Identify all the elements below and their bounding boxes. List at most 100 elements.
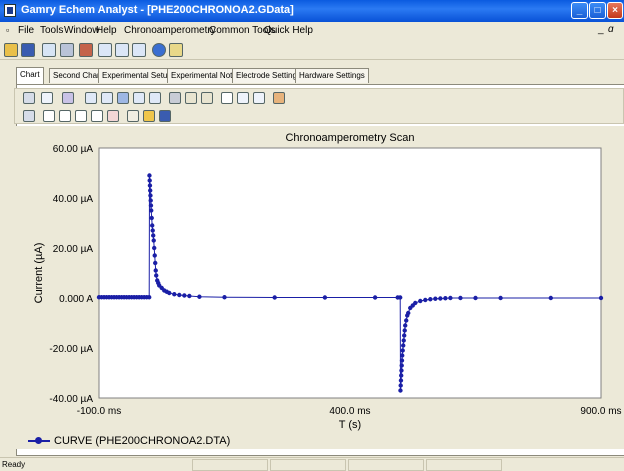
cascade-icon[interactable]: [132, 43, 146, 57]
y-axis-label: Current (µA): [33, 243, 45, 304]
y-scale-icon[interactable]: [59, 110, 71, 122]
data-point: [147, 178, 152, 183]
y-tick-label: 20.00 µA: [53, 244, 94, 255]
data-point: [428, 297, 433, 302]
data-point: [167, 290, 172, 296]
binoculars-icon[interactable]: [169, 92, 181, 104]
menu-file[interactable]: File: [18, 25, 35, 36]
app-icon[interactable]: [4, 4, 16, 17]
data-point: [149, 208, 154, 213]
x-scale-icon[interactable]: [43, 110, 55, 122]
x-tick-label: 400.0 ms: [329, 406, 370, 417]
menu-help[interactable]: Help: [96, 25, 117, 36]
data-point: [404, 318, 409, 323]
data-point: [400, 353, 405, 358]
window-title: Gamry Echem Analyst - [PHE200CHRONOA2.GD…: [21, 4, 294, 16]
minimize-button[interactable]: _: [571, 2, 588, 19]
tab-hardware-settings[interactable]: Hardware Settings: [295, 68, 369, 83]
tab-electrode-settings[interactable]: Electrode Settings: [232, 68, 305, 83]
open-folder-icon[interactable]: [4, 43, 18, 57]
chart-type-icon[interactable]: [41, 92, 53, 104]
about-icon[interactable]: [152, 43, 166, 57]
data-point: [148, 198, 153, 203]
export-icon[interactable]: [79, 43, 93, 57]
warning-icon[interactable]: [127, 110, 139, 122]
title-bar[interactable]: Gamry Echem Analyst - [PHE200CHRONOA2.GD…: [0, 0, 624, 22]
y-tick-label: 0.000 A: [59, 294, 93, 305]
save-icon[interactable]: [21, 43, 35, 57]
data-point: [399, 368, 404, 373]
data-point: [401, 338, 406, 343]
properties-icon[interactable]: [237, 92, 249, 104]
data-point: [443, 296, 448, 301]
legend-label: CURVE (PHE200CHRONOA2.DTA): [54, 435, 231, 447]
tab-experimental-setup[interactable]: Experimental Setup: [98, 68, 176, 83]
data-point: [399, 363, 404, 368]
page-setup-icon[interactable]: [101, 92, 113, 104]
tab-hardware-settings-label: Hardware Settings: [299, 71, 365, 80]
chart-icon[interactable]: [42, 43, 56, 57]
mdi-restore-icon[interactable]: ɑ: [608, 24, 614, 35]
menu-bar: ▫ File Tools Window Help Chronoamperomet…: [0, 22, 624, 40]
x-tick-label: -100.0 ms: [77, 406, 121, 417]
chart-svg[interactable]: Chronoamperometry Scan 60.00 µA 40.00 µA 20…: [14, 126, 624, 434]
data-point: [399, 373, 404, 378]
data-point: [151, 233, 156, 238]
data-point: [149, 215, 154, 221]
close-button[interactable]: ×: [607, 2, 623, 19]
page-icon[interactable]: [85, 92, 97, 104]
open-file-icon[interactable]: [143, 110, 155, 122]
marker-icon[interactable]: [107, 110, 119, 122]
data-point: [147, 173, 152, 178]
mdi-doc-icon[interactable]: ▫: [6, 25, 10, 35]
tools-icon[interactable]: [273, 92, 285, 104]
close-icon: ×: [612, 5, 618, 16]
tab-experimental-setup-label: Experimental Setup: [102, 71, 172, 80]
x-axis-label: T (s): [339, 419, 361, 431]
color-icon[interactable]: [62, 92, 74, 104]
data-point: [152, 253, 157, 258]
menu-quick-help[interactable]: Quick Help: [264, 25, 313, 36]
data-point: [401, 343, 406, 348]
data-point: [150, 223, 155, 228]
menu-common-tools[interactable]: Common Tools: [209, 25, 276, 36]
menu-window[interactable]: Window: [64, 25, 100, 36]
tab-chart-label: Chart: [20, 70, 40, 79]
mdi-minimize-icon[interactable]: _: [598, 24, 604, 35]
data-point: [153, 268, 158, 273]
tile-horizontal-icon[interactable]: [98, 43, 112, 57]
maximize-button[interactable]: □: [589, 2, 606, 19]
status-pane-1: [192, 459, 268, 471]
y-tick-label: 60.00 µA: [53, 144, 94, 155]
status-bar: Ready: [0, 457, 624, 471]
select-icon[interactable]: [91, 110, 103, 122]
data-point: [406, 310, 411, 316]
data-point: [398, 295, 403, 300]
legend-icon[interactable]: [149, 92, 161, 104]
data-point: [322, 295, 328, 300]
pan-icon[interactable]: [185, 92, 197, 104]
cursor-icon[interactable]: [75, 110, 87, 122]
data-point: [418, 298, 423, 304]
data-point: [148, 193, 153, 198]
tab-chart[interactable]: Chart: [16, 67, 44, 84]
tab-second-chart-label: Second Chart: [53, 71, 102, 80]
save-chart-icon[interactable]: [159, 110, 171, 122]
legend-marker: [35, 437, 42, 444]
zoom-icon[interactable]: [221, 92, 233, 104]
data-table-icon[interactable]: [23, 110, 35, 122]
menu-chronoamperometry[interactable]: Chronoamperometry: [124, 25, 216, 36]
data-point: [398, 383, 403, 388]
menu-tools[interactable]: Tools: [40, 25, 64, 36]
tile-vertical-icon[interactable]: [115, 43, 129, 57]
chart-toolbar: [14, 88, 624, 124]
print-preview-icon[interactable]: [253, 92, 265, 104]
rotate-icon[interactable]: [201, 92, 213, 104]
status-text: Ready: [2, 460, 26, 469]
grid-icon[interactable]: [133, 92, 145, 104]
data-point: [152, 245, 157, 251]
copy-icon[interactable]: [23, 92, 35, 104]
context-help-icon[interactable]: [169, 43, 183, 57]
table-icon[interactable]: [117, 92, 129, 104]
print-icon[interactable]: [60, 43, 74, 57]
